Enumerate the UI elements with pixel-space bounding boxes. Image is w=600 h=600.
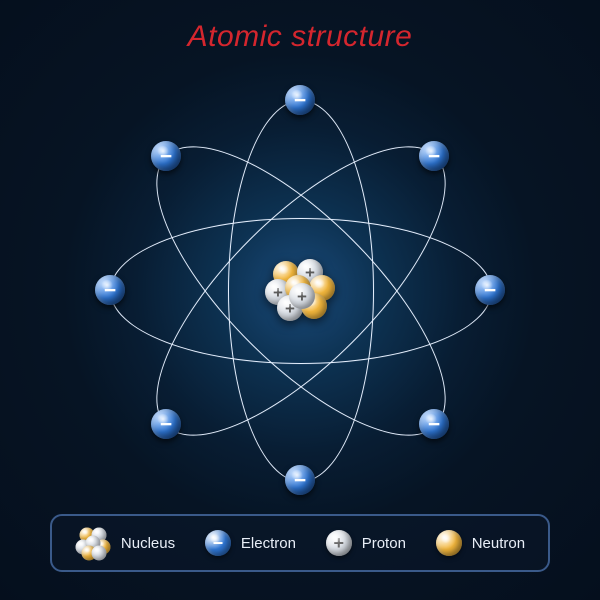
- neutron-icon: [436, 530, 462, 556]
- legend-label: Electron: [241, 535, 296, 552]
- minus-icon: −: [95, 275, 125, 305]
- proton-icon: +: [326, 530, 352, 556]
- plus-icon: +: [326, 530, 352, 556]
- electron: −: [475, 275, 505, 305]
- minus-icon: −: [151, 141, 181, 171]
- plus-icon: +: [289, 283, 315, 309]
- legend-label: Nucleus: [121, 535, 175, 552]
- electron: −: [285, 85, 315, 115]
- diagram-title: Atomic structure: [0, 20, 600, 54]
- minus-icon: −: [419, 409, 449, 439]
- diagram-stage: Atomic structure ++++−−−−−−−− Nucleus−El…: [0, 0, 600, 600]
- electron: −: [95, 275, 125, 305]
- legend-label: Proton: [362, 535, 406, 552]
- legend-item-proton: + Proton: [326, 530, 406, 556]
- electron: −: [285, 465, 315, 495]
- minus-icon: −: [285, 85, 315, 115]
- proton-icon: [91, 546, 106, 561]
- electron-icon: −: [205, 530, 231, 556]
- minus-icon: −: [205, 530, 231, 556]
- electron: −: [151, 141, 181, 171]
- electron: −: [419, 409, 449, 439]
- minus-icon: −: [151, 409, 181, 439]
- nucleus-icon: [75, 525, 111, 561]
- legend-label: Neutron: [472, 535, 525, 552]
- minus-icon: −: [475, 275, 505, 305]
- electron: −: [419, 141, 449, 171]
- legend-panel: Nucleus −Electron + Proton Neutron: [50, 514, 550, 572]
- legend-item-electron: −Electron: [205, 530, 296, 556]
- minus-icon: −: [285, 465, 315, 495]
- legend-item-nucleus: Nucleus: [75, 525, 175, 561]
- legend-item-neutron: Neutron: [436, 530, 525, 556]
- electron: −: [151, 409, 181, 439]
- proton-nucleon: +: [289, 283, 315, 309]
- minus-icon: −: [419, 141, 449, 171]
